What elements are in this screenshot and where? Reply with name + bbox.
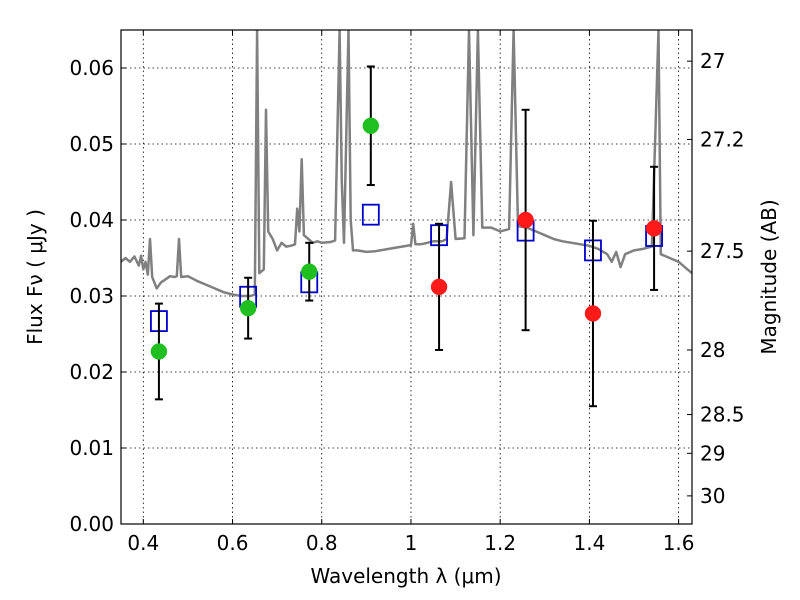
data-point: [517, 211, 534, 229]
right-tick-label: 29: [700, 441, 725, 465]
x-axis: 0.4 0.6 0.8 1 1.2 1.4 1.6: [127, 30, 695, 555]
right-magnitude-axis: 27 27.2 27.5 28 28.5 29 30: [687, 49, 745, 508]
grid-lines: [121, 30, 692, 525]
data-point: [584, 305, 602, 322]
data-point: [430, 278, 448, 296]
right-tick-label: 27: [700, 49, 725, 73]
y-tick-label: 0.06: [69, 56, 114, 80]
x-tick-label: 0.6: [217, 531, 249, 555]
x-tick-label: 1.4: [573, 531, 605, 555]
right-axis-label: Magnitude (AB): [757, 199, 781, 354]
y-axis-label: Flux Fν ( μJy ): [23, 209, 47, 345]
right-tick-label: 28.5: [700, 403, 745, 427]
data-point: [645, 220, 663, 237]
error-bars: [154, 65, 659, 408]
data-point: [150, 343, 168, 360]
data-point: [362, 117, 380, 135]
y-tick-label: 0.02: [69, 360, 114, 384]
y-tick-label: 0.05: [69, 132, 114, 156]
plot-frame: [120, 29, 693, 525]
y-tick-label: 0.00: [69, 512, 114, 536]
model-square-marker: [361, 203, 380, 226]
observed-photometry-points: [150, 117, 663, 360]
right-tick-label: 27.2: [700, 127, 745, 151]
data-point: [301, 263, 318, 280]
spectrum-line: [121, 30, 692, 298]
right-tick-label: 28: [700, 338, 725, 362]
y-tick-label: 0.03: [69, 284, 114, 308]
data-point: [239, 299, 257, 317]
x-axis-label: Wavelength λ (μm): [310, 564, 501, 588]
right-tick-label: 30: [700, 484, 725, 508]
x-tick-label: 1.6: [663, 531, 695, 555]
x-tick-label: 1.2: [484, 531, 516, 555]
x-tick-label: 1: [405, 531, 418, 555]
y-tick-label: 0.04: [69, 208, 114, 232]
x-tick-label: 0.8: [306, 531, 338, 555]
y-axis: 0.00 0.01 0.02 0.03 0.04 0.05 0.06: [69, 56, 126, 536]
x-tick-label: 0.4: [127, 531, 159, 555]
right-tick-label: 27.5: [700, 239, 745, 263]
model-spectrum: [121, 30, 692, 298]
y-tick-label: 0.01: [69, 436, 114, 460]
